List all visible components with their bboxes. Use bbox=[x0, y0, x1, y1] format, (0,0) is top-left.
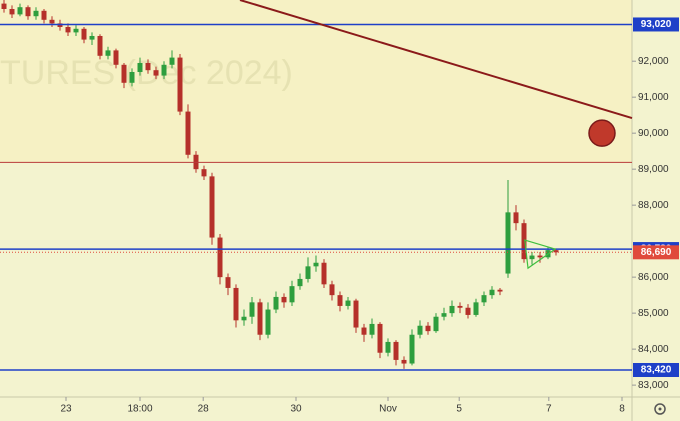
level-label-box bbox=[633, 245, 679, 260]
candle-body bbox=[9, 8, 15, 15]
candle-body bbox=[113, 50, 119, 65]
candle-body bbox=[337, 295, 343, 306]
candle-body bbox=[49, 19, 55, 24]
candle-body bbox=[217, 237, 223, 278]
candle-body bbox=[17, 7, 23, 15]
x-tick-label: 30 bbox=[290, 404, 302, 415]
candle-body bbox=[241, 316, 247, 321]
candle-body bbox=[41, 10, 47, 20]
y-tick-label: 83,000 bbox=[638, 380, 669, 391]
candle-body bbox=[537, 255, 543, 258]
candle-body bbox=[489, 289, 495, 296]
x-tick-label: 23 bbox=[60, 404, 72, 415]
candle-body bbox=[289, 286, 295, 303]
candle-body bbox=[393, 341, 399, 360]
candle-body bbox=[65, 26, 71, 33]
candle-body bbox=[145, 62, 151, 71]
x-tick-label: 28 bbox=[198, 404, 210, 415]
y-tick-label: 85,000 bbox=[638, 308, 669, 319]
y-tick-label: 91,000 bbox=[638, 92, 669, 103]
candle-body bbox=[465, 307, 471, 315]
y-tick-label: 90,000 bbox=[638, 128, 669, 139]
candle-body bbox=[209, 176, 215, 238]
candle-body bbox=[449, 305, 455, 314]
candle-body bbox=[417, 325, 423, 335]
candle-body bbox=[369, 323, 375, 335]
candle-body bbox=[457, 305, 463, 308]
candle-body bbox=[137, 62, 143, 72]
y-tick-label: 89,000 bbox=[638, 164, 669, 175]
x-tick-label: 5 bbox=[456, 404, 462, 415]
candle-body bbox=[81, 28, 87, 40]
candle-body bbox=[409, 334, 415, 364]
candle-body bbox=[385, 341, 391, 353]
candle-body bbox=[529, 255, 535, 260]
candle-body bbox=[505, 212, 511, 274]
candle-body bbox=[169, 57, 175, 65]
watermark: TURES (Dec 2024) bbox=[0, 54, 293, 92]
level-label-box bbox=[633, 363, 679, 378]
y-tick-label: 88,000 bbox=[638, 200, 669, 211]
candle-body bbox=[225, 277, 231, 288]
x-tick-label: 8 bbox=[619, 404, 625, 415]
level-label: 86,690 bbox=[641, 247, 672, 258]
x-tick-label: 7 bbox=[546, 404, 552, 415]
candle-body bbox=[249, 302, 255, 317]
candle-body bbox=[201, 169, 207, 177]
target-marker bbox=[588, 119, 616, 147]
candle-body bbox=[497, 289, 503, 292]
candle-body bbox=[361, 327, 367, 335]
level-label: 93,020 bbox=[641, 19, 672, 30]
candle-body bbox=[121, 64, 127, 83]
candle-body bbox=[481, 295, 487, 303]
candle-body bbox=[97, 35, 103, 56]
candle-body bbox=[353, 300, 359, 328]
level-label: 83,420 bbox=[641, 365, 672, 376]
candle-body bbox=[1, 3, 7, 9]
candle-body bbox=[321, 262, 327, 285]
triangle-pattern bbox=[524, 239, 557, 270]
y-tick-label: 84,000 bbox=[638, 344, 669, 355]
candle-body bbox=[377, 323, 383, 353]
candle-body bbox=[425, 325, 431, 332]
candle-body bbox=[553, 250, 559, 253]
candle-body bbox=[25, 7, 31, 17]
y-tick-label: 92,000 bbox=[638, 56, 669, 67]
candle-body bbox=[177, 57, 183, 112]
candle-body bbox=[305, 266, 311, 279]
candle-body bbox=[161, 64, 167, 76]
trend-line bbox=[239, 0, 633, 120]
candle-body bbox=[73, 28, 79, 33]
candle-body bbox=[105, 50, 111, 56]
candle-body bbox=[433, 316, 439, 332]
candle-body bbox=[129, 71, 135, 83]
candle-body bbox=[329, 284, 335, 296]
candle-body bbox=[297, 278, 303, 287]
candle-body bbox=[153, 70, 159, 76]
candle-body bbox=[441, 313, 447, 317]
candle-body bbox=[265, 309, 271, 335]
candle-body bbox=[233, 287, 239, 321]
candle-body bbox=[33, 10, 39, 17]
candle-body bbox=[521, 223, 527, 260]
level-label-box bbox=[633, 17, 679, 32]
candle-body bbox=[401, 359, 407, 364]
candle-body bbox=[313, 262, 319, 267]
candle-body bbox=[89, 35, 95, 40]
candle-body bbox=[473, 302, 479, 315]
y-tick-label: 86,000 bbox=[638, 272, 669, 283]
settings-icon[interactable] bbox=[654, 403, 666, 415]
candle-body bbox=[273, 296, 279, 310]
candle-body bbox=[257, 302, 263, 335]
candle-body bbox=[281, 296, 287, 303]
candle-body bbox=[345, 300, 351, 306]
zone bbox=[0, 0, 632, 163]
candle-body bbox=[513, 212, 519, 224]
x-tick-label: 18:00 bbox=[127, 404, 152, 415]
x-tick-label: Nov bbox=[379, 404, 397, 415]
candle-body bbox=[185, 111, 191, 155]
